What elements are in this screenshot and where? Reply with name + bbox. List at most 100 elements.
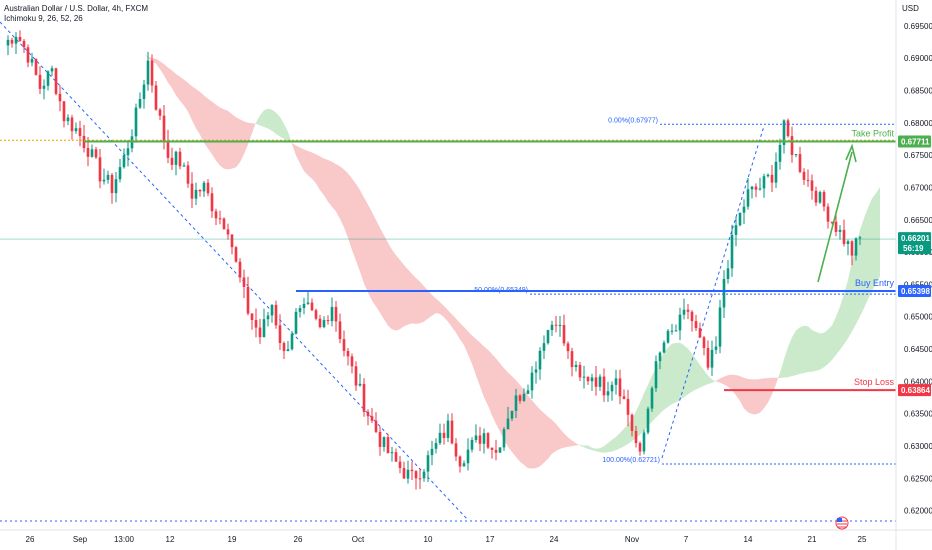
candle xyxy=(382,436,386,452)
candle xyxy=(762,173,766,198)
candle-body xyxy=(34,58,38,75)
candle xyxy=(642,429,646,455)
candle-body xyxy=(702,337,706,348)
candle-body xyxy=(358,383,362,386)
candle xyxy=(410,461,414,481)
candle xyxy=(338,313,342,344)
candle xyxy=(602,368,606,402)
candle-body xyxy=(442,432,446,438)
candle xyxy=(666,329,670,344)
candle xyxy=(234,246,238,263)
bar-countdown: 56:19 xyxy=(903,244,924,253)
candle xyxy=(354,361,358,391)
candle-body xyxy=(834,221,838,232)
take-profit-tag: 0.67711 xyxy=(898,135,931,148)
candle xyxy=(158,108,162,121)
candle-body xyxy=(250,313,254,320)
candle-body xyxy=(514,395,518,411)
candle xyxy=(518,394,522,404)
candle xyxy=(578,362,582,382)
fib-label: 50.00%(0.65349) xyxy=(474,287,528,294)
price-levels: Take Profit Buy Entry Stop Loss xyxy=(0,128,896,392)
candle-body xyxy=(418,478,422,480)
candle-body xyxy=(510,410,514,419)
candle-body xyxy=(798,154,802,172)
candle xyxy=(586,376,590,385)
candle-body xyxy=(458,456,462,467)
candle-body xyxy=(822,192,826,207)
candle xyxy=(150,54,154,93)
candle-body xyxy=(478,435,482,444)
candle-body xyxy=(246,286,250,314)
candle xyxy=(478,427,482,452)
candle xyxy=(822,189,826,212)
time-tick-label: Nov xyxy=(625,535,639,544)
candle-body xyxy=(78,128,82,136)
buy-entry-tag: 0.65398 xyxy=(898,284,931,297)
candle-body xyxy=(734,225,738,235)
candle xyxy=(734,217,738,247)
candle xyxy=(202,180,206,197)
candle-body xyxy=(494,449,498,453)
candle-body xyxy=(838,229,842,232)
candle xyxy=(6,35,10,56)
candle-body xyxy=(54,68,58,94)
stop-loss-tag-text: 0.63864 xyxy=(901,386,930,395)
plot-background xyxy=(0,0,896,530)
candle-body xyxy=(662,342,666,353)
buy-entry-tag-box xyxy=(898,284,931,297)
candle xyxy=(450,413,454,445)
candle-body xyxy=(554,324,558,326)
price-tick-label: 0.62500 xyxy=(904,474,932,483)
candle-body xyxy=(754,186,758,190)
us-flag-icon xyxy=(835,516,849,530)
candle xyxy=(594,365,598,396)
candle-body xyxy=(634,430,638,444)
axis-currency: USD xyxy=(902,4,919,13)
candle-body xyxy=(50,68,54,72)
candle-body xyxy=(294,311,298,334)
candle xyxy=(710,340,714,376)
candle xyxy=(718,299,722,354)
price-tick-label: 0.68000 xyxy=(904,119,932,128)
candle xyxy=(18,30,22,42)
candle xyxy=(438,423,442,446)
symbol-title: Australian Dollar / U.S. Dollar, 4h, FXC… xyxy=(4,4,149,13)
candle xyxy=(842,219,846,247)
candle xyxy=(154,81,158,111)
candle-body xyxy=(614,378,618,385)
candle-body xyxy=(58,93,62,102)
candle-body xyxy=(694,321,698,329)
candle xyxy=(618,369,622,405)
candle-body xyxy=(830,221,834,223)
candle xyxy=(774,152,778,189)
candle-body xyxy=(726,268,730,280)
candle-body xyxy=(666,330,670,343)
price-tick-label: 0.69000 xyxy=(904,54,932,63)
candle-body xyxy=(658,352,662,362)
candle-body xyxy=(558,324,562,326)
candle xyxy=(194,182,198,205)
candle-body xyxy=(266,315,270,320)
candle xyxy=(302,297,306,315)
candle xyxy=(554,315,558,333)
candle-body xyxy=(126,148,130,156)
fib-label: 0.00%(0.67977) xyxy=(608,117,658,124)
time-axis[interactable]: 26 Sep 13:00 12 19 26 Oct 10 17 24 Nov 7 14 21 25 xyxy=(26,535,867,544)
candle-body xyxy=(158,109,162,116)
candle-body xyxy=(610,384,614,392)
price-axis[interactable]: 0.69500 0.69000 0.68500 0.68000 0.67500 0.670… xyxy=(904,22,932,516)
candle-body xyxy=(62,101,66,122)
time-tick-label: 26 xyxy=(26,535,35,544)
candle xyxy=(238,258,242,283)
time-tick-label: 26 xyxy=(294,535,303,544)
candle-body xyxy=(774,161,778,183)
candle-body xyxy=(194,189,198,199)
candle-body xyxy=(330,306,334,322)
candle xyxy=(574,360,578,372)
candle xyxy=(558,316,562,337)
indicator-label[interactable]: Ichimoku 9, 26, 52, 26 xyxy=(4,14,83,23)
candle xyxy=(90,144,94,158)
candle-body xyxy=(762,176,766,189)
